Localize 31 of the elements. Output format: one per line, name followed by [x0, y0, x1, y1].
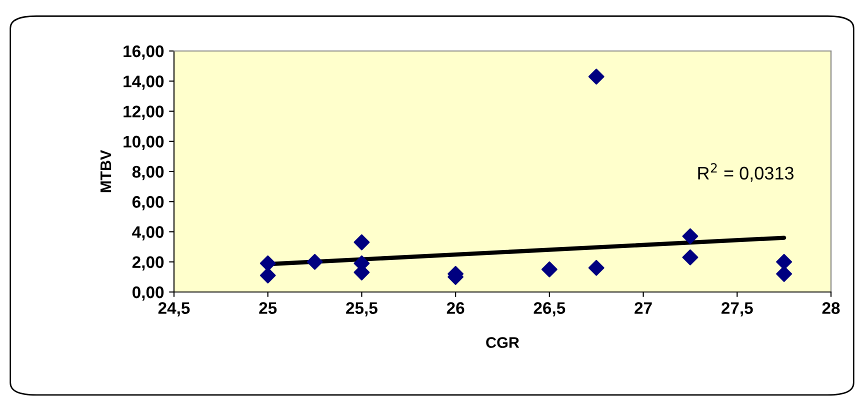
y-tick-label: 16,00 — [124, 45, 164, 60]
x-axis-title: CGR — [486, 337, 520, 348]
point — [260, 255, 276, 272]
x-tick-label: 28 — [822, 302, 840, 314]
y-axis-title: MTBV — [100, 150, 112, 192]
point — [776, 266, 792, 282]
point — [682, 228, 698, 244]
point — [776, 254, 792, 270]
x-tick-label: 26,5 — [534, 302, 566, 316]
x-tick-label: 26 — [446, 302, 464, 314]
x-tick-label: 25,5 — [346, 302, 378, 316]
y-tick-label: 10,00 — [124, 136, 164, 150]
annotation: R$^{2}$ = 0,0313 — [698, 163, 794, 182]
x-tick-label: 27 — [634, 302, 652, 314]
x-tick-label: 24,5 — [158, 302, 190, 316]
y-tick-label: 2,00 — [132, 256, 164, 270]
x-tick-label: 25 — [259, 302, 277, 314]
point — [541, 261, 558, 278]
y-tick-label: 14,00 — [124, 76, 164, 90]
point — [354, 234, 370, 250]
y-tick-label: 12,00 — [124, 106, 164, 120]
point — [260, 267, 276, 284]
point — [682, 249, 698, 266]
y-tick-label: 8,00 — [132, 166, 164, 180]
point — [306, 254, 323, 270]
y-tick-label: 6,00 — [132, 196, 164, 210]
x-tick-label: 27,5 — [722, 302, 753, 316]
point — [588, 68, 604, 85]
y-tick-label: 0,00 — [132, 286, 164, 301]
y-tick-label: 4,00 — [132, 226, 164, 240]
point — [588, 260, 604, 276]
